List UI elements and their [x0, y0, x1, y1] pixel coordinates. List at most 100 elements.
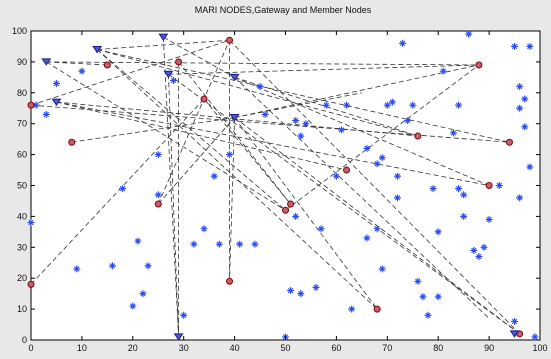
x-tick-label: 40 — [230, 343, 240, 353]
member-node-marker — [108, 262, 116, 270]
y-tick-label: 40 — [17, 211, 27, 221]
member-node-marker — [378, 154, 386, 162]
member-node-star — [215, 240, 223, 248]
member-node-marker — [297, 132, 305, 140]
member-node-star — [332, 172, 340, 180]
member-node-star — [409, 101, 417, 109]
member-node-marker — [154, 151, 162, 159]
member-node-marker — [292, 212, 300, 220]
member-node-marker — [511, 317, 519, 325]
member-node-marker — [516, 194, 524, 202]
member-node-star — [404, 117, 412, 125]
member-node-star — [439, 67, 447, 75]
member-node-star — [170, 76, 178, 84]
x-tick-label: 0 — [28, 343, 33, 353]
member-node-star — [460, 191, 468, 199]
member-node-marker — [190, 240, 198, 248]
member-node-star — [526, 42, 534, 50]
member-node-marker — [332, 172, 340, 180]
member-node-star — [27, 219, 35, 227]
y-tick-label: 60 — [17, 150, 27, 160]
chart-title: MARI NODES,Gateway and Member Nodes — [195, 5, 372, 15]
member-node-star — [343, 101, 351, 109]
gateway-node-marker — [163, 70, 174, 79]
member-node-star — [337, 126, 345, 134]
mari-node-marker — [282, 206, 289, 214]
mari-node-marker — [485, 182, 493, 189]
link-line — [234, 64, 480, 118]
member-node-marker — [521, 123, 529, 131]
member-node-marker — [526, 42, 534, 50]
member-node-star — [251, 240, 259, 248]
member-node-marker — [144, 262, 152, 270]
member-node-marker — [52, 80, 60, 88]
member-node-marker — [429, 185, 437, 193]
member-node-star — [348, 305, 356, 313]
link-line — [203, 98, 291, 205]
member-node-marker — [337, 126, 345, 134]
y-tick-label: 70 — [17, 119, 27, 129]
mari-node-marker — [68, 138, 76, 146]
member-node-marker — [78, 67, 86, 75]
member-node-marker — [312, 283, 320, 291]
member-node-star — [256, 83, 264, 91]
member-node-marker — [475, 253, 483, 261]
x-tick-label: 90 — [484, 343, 494, 353]
link-line — [157, 40, 230, 205]
member-node-marker — [154, 191, 162, 199]
member-node-marker — [393, 194, 401, 202]
member-node-star — [52, 80, 60, 88]
member-node-star — [322, 101, 330, 109]
gateway-node-marker — [41, 58, 52, 66]
link-line — [46, 61, 108, 66]
gateway-node-marker — [173, 333, 184, 341]
member-node-star — [134, 237, 142, 245]
member-node-star — [419, 293, 427, 301]
member-node-marker — [287, 287, 295, 295]
member-node-star — [516, 194, 524, 202]
member-node-star — [154, 191, 162, 199]
x-tick-label: 80 — [433, 343, 443, 353]
member-node-star — [210, 172, 218, 180]
x-tick-label: 10 — [77, 343, 87, 353]
mari-node-marker — [343, 166, 351, 174]
member-node-star — [393, 172, 401, 180]
member-node-marker — [399, 39, 407, 47]
member-node-star — [399, 39, 407, 47]
member-node-star — [511, 317, 519, 325]
mari-node-marker — [175, 58, 183, 66]
mari-node-marker — [27, 280, 35, 288]
member-node-marker — [460, 191, 468, 199]
x-tick-label: 30 — [179, 343, 189, 353]
member-node-marker — [373, 160, 381, 168]
member-node-marker — [434, 228, 442, 236]
member-node-star — [526, 163, 534, 171]
link-line — [96, 49, 286, 211]
link-line — [234, 76, 490, 186]
member-node-star — [393, 194, 401, 202]
member-node-star — [480, 243, 488, 251]
member-node-marker — [495, 182, 503, 189]
member-node-star — [180, 311, 188, 319]
member-node-star — [424, 311, 432, 319]
member-node-marker — [378, 265, 386, 273]
link-line — [56, 101, 347, 171]
member-node-star — [511, 42, 519, 50]
member-node-marker — [465, 30, 473, 38]
member-node-marker — [134, 237, 142, 245]
link-line — [163, 36, 235, 78]
member-node-star — [42, 110, 50, 118]
y-tick-label: 20 — [17, 273, 27, 283]
member-node-star — [317, 225, 325, 233]
member-node-star — [139, 290, 147, 298]
member-node-star — [521, 95, 529, 103]
mari-node-marker — [505, 138, 513, 146]
member-node-star — [312, 283, 320, 291]
member-node-star — [226, 151, 234, 159]
y-tick-label: 90 — [17, 57, 27, 67]
y-tick-label: 10 — [17, 304, 27, 314]
gateway-node-marker — [229, 114, 240, 122]
member-node-star — [292, 212, 300, 220]
mari-node-marker — [226, 277, 234, 285]
